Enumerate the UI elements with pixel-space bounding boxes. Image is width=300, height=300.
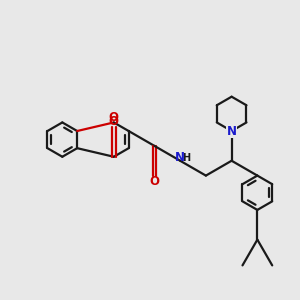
Text: N: N bbox=[175, 151, 185, 164]
Text: O: O bbox=[109, 115, 119, 128]
Text: O: O bbox=[149, 175, 159, 188]
Text: N: N bbox=[226, 124, 237, 137]
Text: O: O bbox=[109, 112, 119, 124]
Text: N: N bbox=[226, 123, 237, 136]
Text: H: H bbox=[183, 153, 191, 163]
